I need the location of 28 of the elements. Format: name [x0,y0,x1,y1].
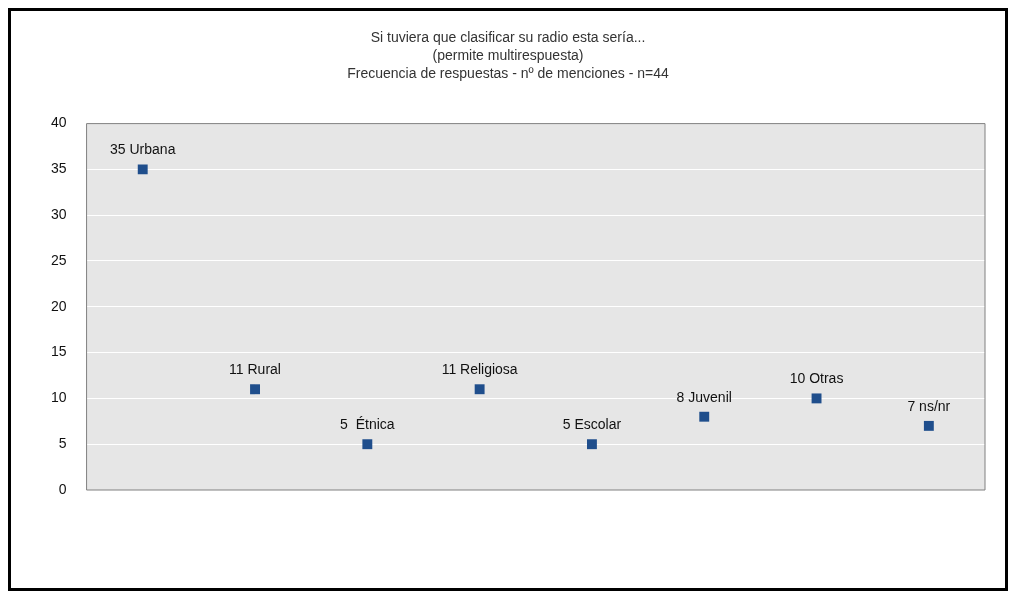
point [586,439,597,450]
y-tick-label: 20 [50,297,67,314]
y-tick-label: 30 [50,206,67,223]
data-label: 11 Religiosa [441,361,518,378]
point [811,393,822,404]
point [474,384,485,395]
y-tick-label: 40 [50,114,67,131]
data-label: 35 Urbana [110,141,176,158]
y-tick-label: 5 [58,435,67,452]
point [923,420,934,431]
point [250,384,260,395]
y-tick-label: 15 [50,343,67,360]
data-label: 11 Rural [229,361,281,378]
data-label: 8 Juvenil [676,388,732,405]
data-label: 5 Étnica [340,416,395,433]
point [137,164,148,175]
data-label: 10 Otras [789,370,844,387]
y-tick-label: 25 [50,251,67,268]
text: (permite multirespuesta) [432,47,584,64]
y-tick-label: 35 [50,160,67,177]
y-tick-label: 10 [50,389,67,406]
text: Si tuviera que clasificar su radio esta sería... [370,28,646,45]
data-label: 5 Escolar [562,416,622,433]
y-tick-label: 0 [58,480,67,497]
point [362,439,373,450]
text: Frecuencia de respuestas - nº de menciones - n=44 [347,65,669,82]
data-label: 7 ns/nr [907,397,951,414]
point [699,411,710,422]
